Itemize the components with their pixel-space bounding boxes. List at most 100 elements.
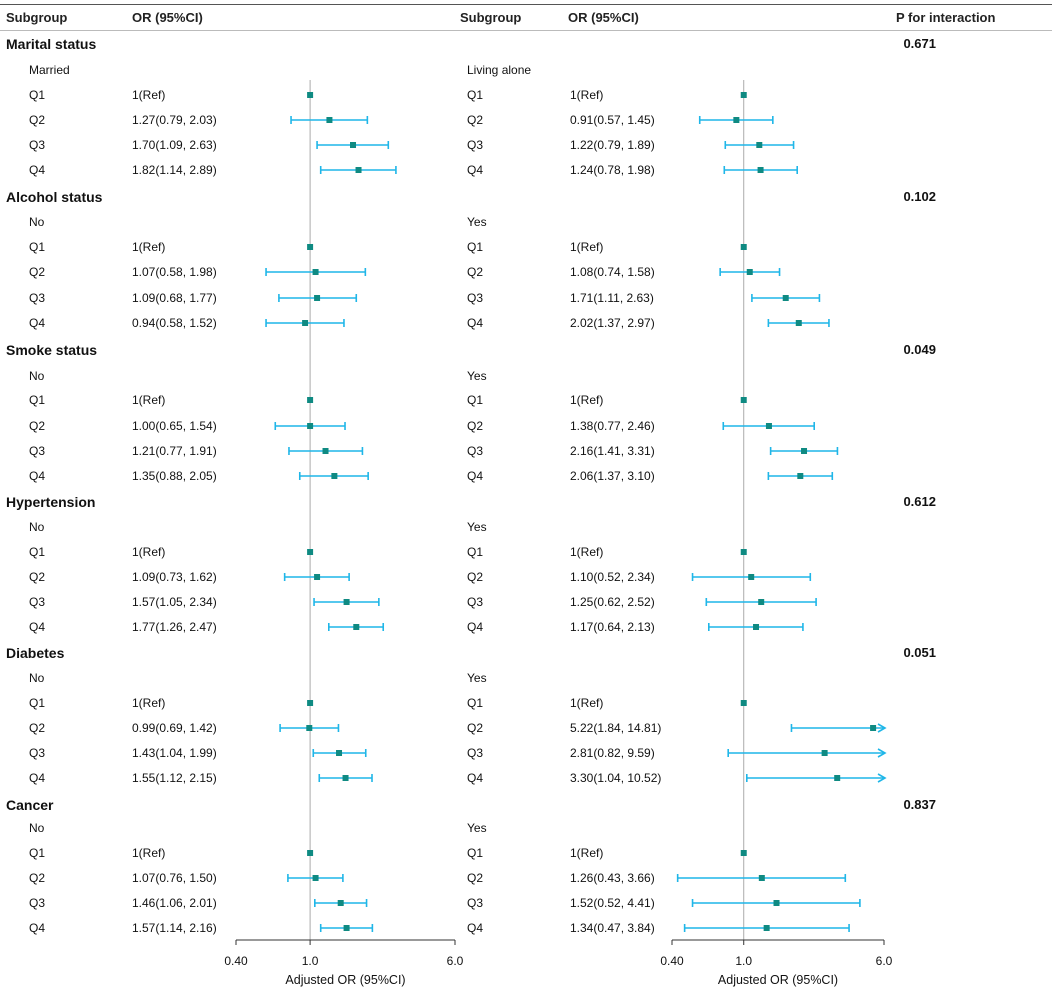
or-ci-text: 3.30(1.04, 10.52) bbox=[570, 771, 662, 785]
or-point bbox=[740, 549, 747, 555]
quartile-label: Q1 bbox=[467, 240, 484, 254]
or-ci-text: 1.10(0.52, 2.34) bbox=[570, 570, 655, 584]
or-ci-text: 1(Ref) bbox=[570, 240, 604, 254]
or-ci-text: 1.57(1.14, 2.16) bbox=[132, 921, 217, 935]
or-ci-text: 1.24(0.78, 1.98) bbox=[570, 163, 655, 177]
or-ci-text: 1(Ref) bbox=[570, 88, 604, 102]
or-point bbox=[312, 875, 319, 881]
subgroup-label: Yes bbox=[467, 369, 487, 383]
quartile-label: Q2 bbox=[467, 265, 484, 279]
quartile-label: Q4 bbox=[467, 620, 484, 634]
quartile-label: Q1 bbox=[29, 545, 46, 559]
or-ci-text: 1.09(0.73, 1.62) bbox=[132, 570, 217, 584]
header-subgroup-left: Subgroup bbox=[6, 10, 68, 25]
subgroup-label: Living alone bbox=[467, 63, 532, 77]
or-point bbox=[353, 624, 360, 630]
or-point bbox=[740, 397, 747, 403]
or-ci-text: 2.16(1.41, 3.31) bbox=[570, 444, 655, 458]
quartile-label: Q1 bbox=[467, 393, 484, 407]
subgroup-label: Yes bbox=[467, 821, 487, 835]
or-ci-text: 1(Ref) bbox=[132, 696, 166, 710]
or-ci-text: 1.22(0.79, 1.89) bbox=[570, 138, 655, 152]
or-point bbox=[307, 397, 314, 403]
or-point bbox=[821, 750, 828, 756]
or-point bbox=[342, 775, 349, 781]
or-point bbox=[326, 117, 333, 123]
or-ci-text: 0.99(0.69, 1.42) bbox=[132, 721, 217, 735]
or-ci-text: 1.27(0.79, 2.03) bbox=[132, 113, 217, 127]
or-point bbox=[314, 574, 321, 580]
group-title: Diabetes bbox=[6, 645, 65, 661]
or-point bbox=[312, 269, 319, 275]
quartile-label: Q1 bbox=[467, 696, 484, 710]
quartile-label: Q4 bbox=[467, 316, 484, 330]
quartile-label: Q2 bbox=[467, 871, 484, 885]
left-tick-label: 6.0 bbox=[446, 954, 464, 968]
quartile-label: Q4 bbox=[29, 921, 46, 935]
quartile-label: Q2 bbox=[29, 871, 46, 885]
quartile-label: Q4 bbox=[467, 163, 484, 177]
quartile-label: Q3 bbox=[467, 138, 484, 152]
or-ci-text: 0.94(0.58, 1.52) bbox=[132, 316, 217, 330]
top-rule bbox=[0, 4, 1052, 5]
subgroup-label: Yes bbox=[467, 520, 487, 534]
or-point bbox=[307, 423, 314, 429]
quartile-label: Q3 bbox=[29, 444, 46, 458]
or-point bbox=[306, 725, 313, 731]
quartile-label: Q3 bbox=[29, 291, 46, 305]
or-ci-text: 1(Ref) bbox=[570, 846, 604, 860]
quartile-label: Q2 bbox=[29, 570, 46, 584]
right-x-axis-label: Adjusted OR (95%CI) bbox=[717, 973, 839, 987]
or-point bbox=[748, 574, 755, 580]
or-point bbox=[797, 473, 804, 479]
or-ci-text: 1.82(1.14, 2.89) bbox=[132, 163, 217, 177]
group-title: Hypertension bbox=[6, 494, 96, 510]
or-ci-text: 2.81(0.82, 9.59) bbox=[570, 746, 655, 760]
right-tick-label: 6.0 bbox=[875, 954, 893, 968]
quartile-label: Q2 bbox=[467, 419, 484, 433]
or-ci-text: 1.07(0.58, 1.98) bbox=[132, 265, 217, 279]
or-ci-text: 1(Ref) bbox=[132, 88, 166, 102]
or-point bbox=[740, 700, 747, 706]
or-point bbox=[307, 92, 314, 98]
or-point bbox=[795, 320, 802, 326]
p-interaction-value: 0.837 bbox=[903, 797, 936, 812]
or-point bbox=[355, 167, 362, 173]
subgroup-label: No bbox=[29, 215, 45, 229]
quartile-label: Q4 bbox=[467, 771, 484, 785]
quartile-label: Q3 bbox=[29, 595, 46, 609]
p-interaction-value: 0.049 bbox=[903, 342, 936, 357]
quartile-label: Q4 bbox=[29, 163, 46, 177]
or-ci-text: 1(Ref) bbox=[570, 393, 604, 407]
quartile-label: Q2 bbox=[467, 570, 484, 584]
quartile-label: Q2 bbox=[29, 419, 46, 433]
quartile-label: Q1 bbox=[29, 88, 46, 102]
or-point bbox=[307, 244, 314, 250]
or-ci-text: 1.77(1.26, 2.47) bbox=[132, 620, 217, 634]
or-ci-text: 1.38(0.77, 2.46) bbox=[570, 419, 655, 433]
quartile-label: Q3 bbox=[467, 291, 484, 305]
or-point bbox=[763, 925, 770, 931]
or-point bbox=[307, 549, 314, 555]
subgroup-label: No bbox=[29, 520, 45, 534]
or-ci-text: 1.52(0.52, 4.41) bbox=[570, 896, 655, 910]
group-title: Cancer bbox=[6, 797, 54, 813]
quartile-label: Q4 bbox=[29, 771, 46, 785]
or-point bbox=[765, 423, 772, 429]
header-or-left: OR (95%CI) bbox=[132, 10, 203, 25]
or-ci-text: 1.08(0.74, 1.58) bbox=[570, 265, 655, 279]
or-ci-text: 1(Ref) bbox=[570, 696, 604, 710]
quartile-label: Q1 bbox=[29, 696, 46, 710]
or-point bbox=[314, 295, 321, 301]
or-ci-text: 1(Ref) bbox=[132, 545, 166, 559]
quartile-label: Q4 bbox=[467, 469, 484, 483]
or-ci-text: 1.09(0.68, 1.77) bbox=[132, 291, 217, 305]
or-point bbox=[322, 448, 329, 454]
or-ci-text: 1.55(1.12, 2.15) bbox=[132, 771, 217, 785]
subgroup-label: Yes bbox=[467, 215, 487, 229]
or-ci-text: 1(Ref) bbox=[570, 545, 604, 559]
or-point bbox=[307, 850, 314, 856]
quartile-label: Q3 bbox=[29, 896, 46, 910]
or-point bbox=[740, 850, 747, 856]
